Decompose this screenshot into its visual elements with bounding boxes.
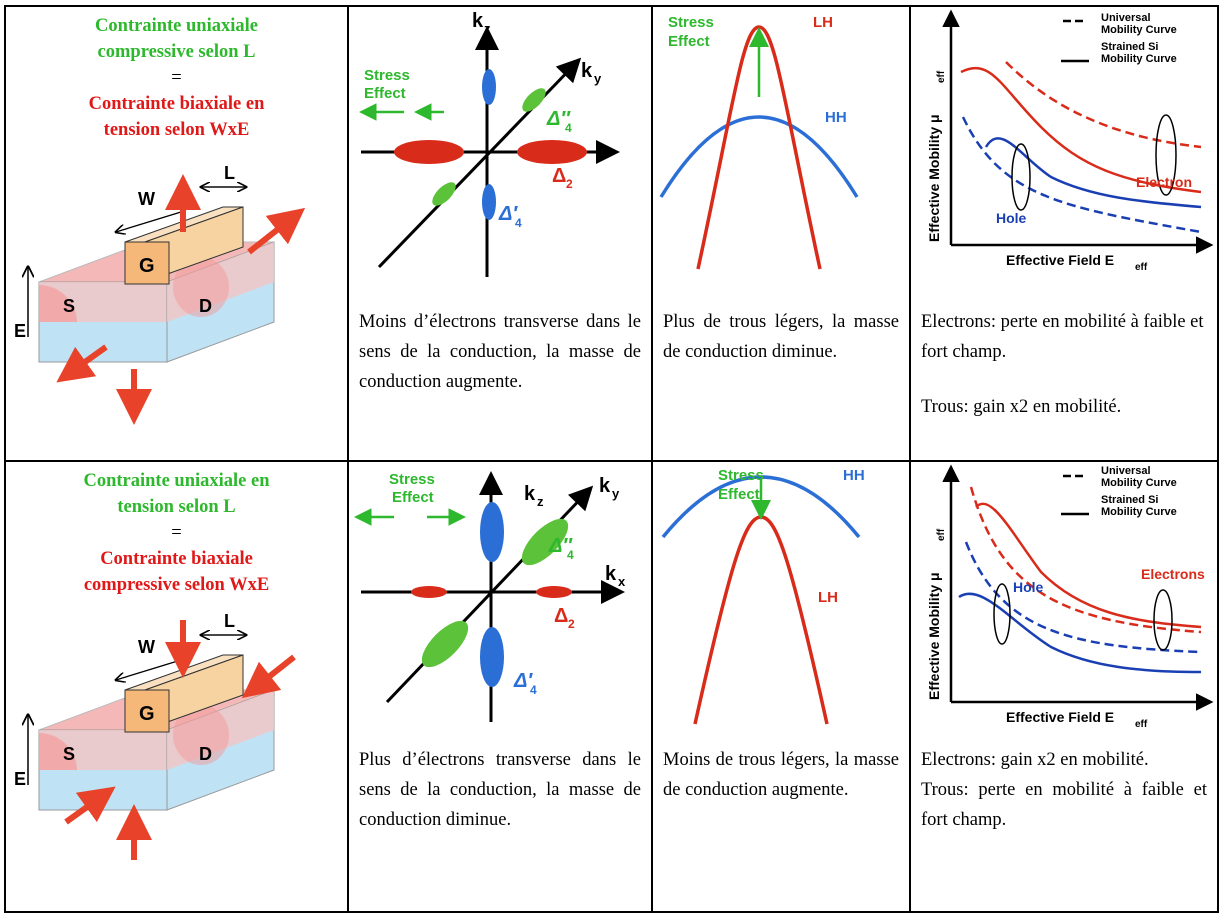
r2-strain-cell: Contrainte uniaxiale en tension selon L … — [4, 460, 349, 913]
svg-text:k: k — [581, 60, 593, 82]
svg-text:Universal: Universal — [1101, 465, 1151, 477]
svg-text:Effective Field E: Effective Field E — [1006, 252, 1114, 268]
svg-text:eff: eff — [1135, 262, 1148, 273]
comparison-table: Contrainte uniaxiale compressive selon L… — [4, 5, 1219, 913]
svg-text:Stress: Stress — [718, 467, 764, 484]
r1-mobility-text: Electrons: perte en mobilité à faible et… — [921, 312, 1204, 417]
svg-text:Δ: Δ — [554, 605, 568, 627]
svg-text:S: S — [63, 744, 75, 764]
r1-strain-title: Contrainte uniaxiale compressive selon L… — [88, 16, 265, 140]
r2-mobility-chart: Effective Mobility μ eff Effective Field… — [926, 464, 1214, 730]
svg-text:2: 2 — [566, 177, 573, 191]
svg-text:LH: LH — [818, 589, 838, 606]
svg-text:eff: eff — [936, 70, 947, 83]
r2-device-diagram: G S D W L E — [14, 611, 296, 860]
svg-text:LH: LH — [813, 14, 833, 31]
r1-mobility-cell: Effective Mobility μ eff Effective Field… — [909, 5, 1219, 462]
svg-text:Effect: Effect — [392, 489, 434, 506]
svg-text:k: k — [472, 10, 484, 32]
svg-text:HH: HH — [825, 109, 847, 126]
drain-label: D — [199, 296, 212, 316]
svg-text:L: L — [224, 163, 235, 183]
svg-text:Universal: Universal — [1101, 12, 1151, 24]
svg-text:Stress: Stress — [389, 471, 435, 488]
svg-text:k: k — [599, 475, 611, 497]
svg-text:2: 2 — [568, 617, 575, 631]
r2-strain-title: Contrainte uniaxiale en tension selon L … — [83, 471, 270, 595]
svg-text:L: L — [224, 611, 235, 631]
r2-bands-cell: Stress Effect LH HH Moins de trous léger… — [651, 460, 911, 913]
svg-text:Electrons: Electrons — [1141, 566, 1205, 582]
svg-text:G: G — [139, 703, 155, 725]
svg-text:z: z — [484, 21, 491, 36]
svg-text:W: W — [138, 189, 155, 209]
svg-text:eff: eff — [936, 528, 947, 541]
svg-text:W: W — [138, 637, 155, 657]
svg-text:x: x — [618, 574, 626, 589]
svg-text:Strained Si: Strained Si — [1101, 494, 1158, 506]
svg-text:Effective Mobility μ: Effective Mobility μ — [926, 572, 942, 700]
svg-text:HH: HH — [843, 467, 865, 484]
svg-text:4: 4 — [567, 548, 574, 562]
svg-text:Δ′: Δ′ — [513, 670, 533, 692]
svg-text:Effective Mobility μ: Effective Mobility μ — [926, 114, 942, 242]
r2-band-diagram: Stress Effect LH HH — [661, 467, 865, 725]
svg-text:z: z — [537, 494, 544, 509]
svg-text:Effect: Effect — [668, 33, 710, 50]
r1-bands-cell: Stress Effect LH HH Plus de trous légers… — [651, 5, 911, 462]
svg-text:4: 4 — [530, 683, 537, 697]
svg-text:4: 4 — [515, 216, 522, 230]
svg-text:y: y — [594, 71, 602, 86]
svg-text:Effect: Effect — [718, 486, 760, 503]
svg-text:E: E — [14, 769, 26, 789]
svg-text:Δ′: Δ′ — [498, 203, 518, 225]
source-label: S — [63, 296, 75, 316]
svg-text:4: 4 — [565, 121, 572, 135]
r2-kspace-text: Plus d’électrons transverse dans le sens… — [359, 750, 641, 830]
gate-label: G — [139, 255, 155, 277]
svg-text:k: k — [524, 483, 536, 505]
svg-text:Strained Si: Strained Si — [1101, 41, 1158, 53]
svg-text:Mobility Curve: Mobility Curve — [1101, 53, 1177, 65]
svg-text:Mobility Curve: Mobility Curve — [1101, 24, 1177, 36]
svg-text:eff: eff — [1135, 719, 1148, 730]
r2-mobility-text: Electrons: gain x2 en mobilité. Trous: p… — [921, 750, 1207, 830]
svg-text:Mobility Curve: Mobility Curve — [1101, 506, 1177, 518]
r2-bands-text: Moins de trous légers, la masse de condu… — [663, 750, 899, 800]
svg-text:y: y — [612, 486, 620, 501]
svg-text:Stress: Stress — [668, 14, 714, 31]
r1-mobility-chart: Effective Mobility μ eff Effective Field… — [926, 9, 1214, 273]
r2-mobility-cell: Effective Mobility μ eff Effective Field… — [909, 460, 1219, 913]
svg-text:Effective Field E: Effective Field E — [1006, 709, 1114, 725]
svg-text:Effect: Effect — [364, 85, 406, 102]
svg-text:Stress: Stress — [364, 67, 410, 84]
svg-text:E: E — [14, 321, 26, 341]
svg-text:Δ″: Δ″ — [548, 535, 573, 557]
r1-bands-text: Plus de trous légers, la masse de conduc… — [663, 312, 899, 362]
r1-device-diagram: G S D W L E — [14, 163, 306, 425]
svg-text:D: D — [199, 744, 212, 764]
svg-text:Mobility Curve: Mobility Curve — [1101, 477, 1177, 489]
r1-kspace-text: Moins d’électrons transverse dans le sen… — [359, 312, 641, 392]
svg-text:k: k — [605, 563, 617, 585]
svg-text:Hole: Hole — [996, 210, 1027, 226]
r1-strain-cell: Contrainte uniaxiale compressive selon L… — [4, 5, 349, 462]
svg-text:Δ: Δ — [552, 165, 566, 187]
svg-text:Hole: Hole — [1013, 579, 1044, 595]
r1-band-diagram: Stress Effect LH HH — [659, 14, 859, 270]
svg-text:Δ″: Δ″ — [546, 108, 571, 130]
svg-text:Electron: Electron — [1136, 174, 1192, 190]
